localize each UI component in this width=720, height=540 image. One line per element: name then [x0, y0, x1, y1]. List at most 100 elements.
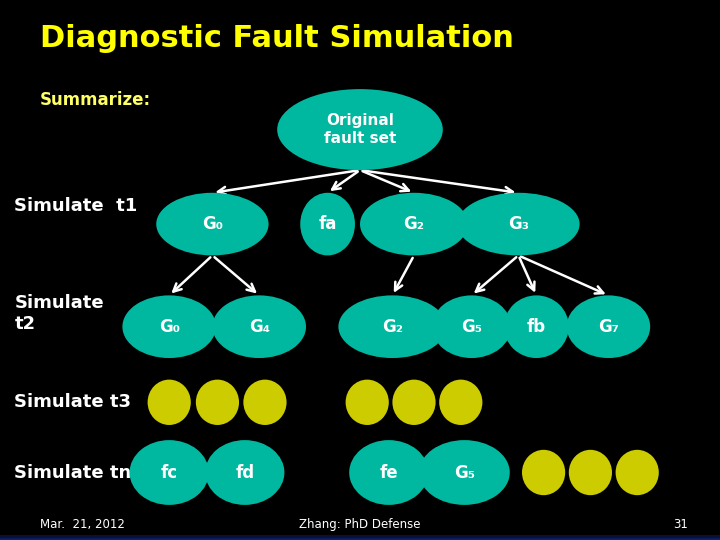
- Ellipse shape: [392, 380, 436, 425]
- Bar: [0, 537, 720, 540]
- Bar: [0, 536, 720, 539]
- Text: Simulate tn: Simulate tn: [14, 463, 132, 482]
- Text: G₀: G₀: [202, 215, 223, 233]
- Bar: [0, 537, 720, 539]
- Bar: [0, 536, 720, 538]
- Bar: [0, 536, 720, 538]
- Bar: [0, 536, 720, 538]
- Bar: [0, 535, 720, 538]
- Bar: [0, 536, 720, 539]
- Bar: [0, 535, 720, 537]
- Bar: [0, 537, 720, 540]
- Bar: [0, 535, 720, 538]
- Text: G₀: G₀: [158, 318, 180, 336]
- Bar: [0, 537, 720, 539]
- Bar: [0, 537, 720, 539]
- Bar: [0, 535, 720, 538]
- Bar: [0, 536, 720, 538]
- Bar: [0, 536, 720, 539]
- Bar: [0, 536, 720, 538]
- Bar: [0, 536, 720, 539]
- Bar: [0, 537, 720, 539]
- Bar: [0, 535, 720, 537]
- Bar: [0, 535, 720, 537]
- Bar: [0, 535, 720, 538]
- Bar: [0, 535, 720, 538]
- Ellipse shape: [346, 380, 389, 425]
- Bar: [0, 537, 720, 539]
- Bar: [0, 535, 720, 538]
- Bar: [0, 535, 720, 538]
- Bar: [0, 536, 720, 539]
- Bar: [0, 537, 720, 539]
- Bar: [0, 536, 720, 538]
- Bar: [0, 535, 720, 538]
- Bar: [0, 537, 720, 539]
- Bar: [0, 536, 720, 538]
- Bar: [0, 537, 720, 539]
- Bar: [0, 536, 720, 539]
- Bar: [0, 536, 720, 539]
- Text: G₅: G₅: [454, 463, 475, 482]
- Bar: [0, 537, 720, 539]
- Bar: [0, 536, 720, 539]
- Bar: [0, 535, 720, 538]
- Bar: [0, 536, 720, 538]
- Bar: [0, 537, 720, 539]
- Bar: [0, 537, 720, 539]
- Bar: [0, 535, 720, 538]
- Bar: [0, 535, 720, 538]
- Bar: [0, 535, 720, 538]
- Bar: [0, 536, 720, 538]
- Bar: [0, 537, 720, 539]
- Bar: [0, 535, 720, 537]
- Ellipse shape: [122, 295, 216, 358]
- Bar: [0, 537, 720, 540]
- Bar: [0, 536, 720, 539]
- Text: fc: fc: [161, 463, 178, 482]
- Bar: [0, 535, 720, 538]
- Ellipse shape: [148, 380, 191, 425]
- Ellipse shape: [277, 89, 443, 170]
- Bar: [0, 535, 720, 538]
- Bar: [0, 535, 720, 538]
- Bar: [0, 537, 720, 539]
- Text: Zhang: PhD Defense: Zhang: PhD Defense: [300, 518, 420, 531]
- Ellipse shape: [349, 440, 428, 505]
- Bar: [0, 535, 720, 537]
- Bar: [0, 537, 720, 539]
- Bar: [0, 536, 720, 539]
- Bar: [0, 537, 720, 539]
- Bar: [0, 535, 720, 537]
- Bar: [0, 537, 720, 540]
- Bar: [0, 536, 720, 539]
- Text: G₂: G₂: [382, 318, 403, 336]
- Bar: [0, 537, 720, 540]
- Ellipse shape: [569, 450, 612, 495]
- Bar: [0, 535, 720, 538]
- Bar: [0, 536, 720, 538]
- Bar: [0, 535, 720, 538]
- Text: Simulate  t1: Simulate t1: [14, 197, 138, 215]
- Bar: [0, 536, 720, 538]
- Bar: [0, 535, 720, 538]
- Bar: [0, 537, 720, 540]
- Text: G₃: G₃: [508, 215, 529, 233]
- Bar: [0, 536, 720, 539]
- Bar: [0, 536, 720, 538]
- Text: G₄: G₄: [248, 318, 270, 336]
- Bar: [0, 535, 720, 538]
- Bar: [0, 535, 720, 537]
- Bar: [0, 537, 720, 539]
- Ellipse shape: [243, 380, 287, 425]
- Bar: [0, 536, 720, 539]
- Bar: [0, 535, 720, 538]
- Text: fb: fb: [527, 318, 546, 336]
- Bar: [0, 536, 720, 538]
- Ellipse shape: [616, 450, 659, 495]
- Bar: [0, 536, 720, 538]
- Bar: [0, 537, 720, 540]
- Bar: [0, 536, 720, 538]
- Bar: [0, 537, 720, 539]
- Bar: [0, 537, 720, 540]
